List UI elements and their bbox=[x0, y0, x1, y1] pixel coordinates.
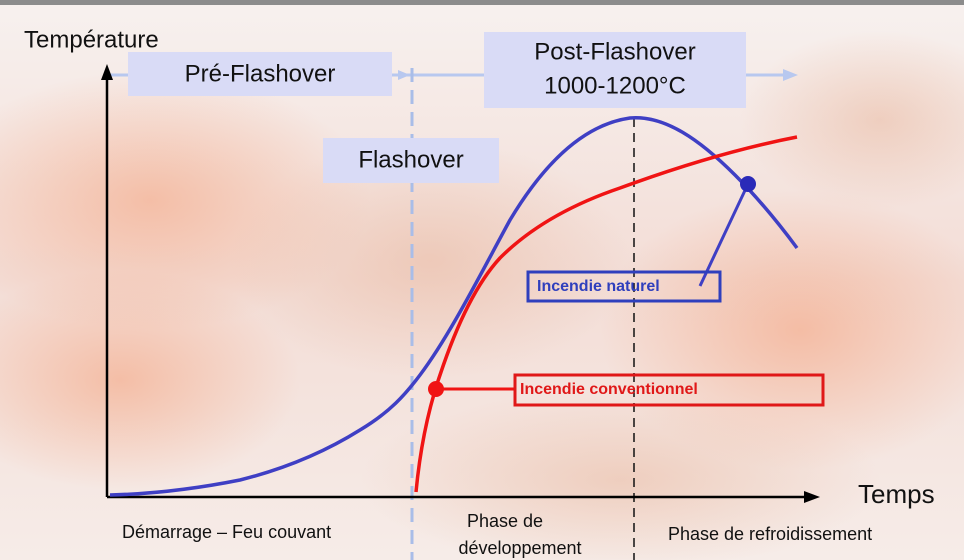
time-phase: Phase de bbox=[467, 511, 543, 531]
phase-label: Pré-Flashover bbox=[185, 60, 336, 87]
page: Pré-Flashover Post-Flashover 1000-1200°C… bbox=[0, 0, 964, 560]
diagram: Pré-Flashover Post-Flashover 1000-1200°C… bbox=[0, 0, 964, 560]
time-phase: Démarrage – Feu couvant bbox=[122, 522, 331, 542]
time-phase: développement bbox=[458, 538, 581, 558]
natural-dot bbox=[740, 176, 756, 192]
conventional-label: Incendie conventionnel bbox=[520, 381, 698, 398]
phase-label: Post-Flashover bbox=[534, 38, 695, 65]
conventional-dot bbox=[428, 381, 444, 397]
phase-label: 1000-1200°C bbox=[544, 72, 686, 99]
natural-label: Incendie naturel bbox=[537, 278, 660, 295]
phase-label: Flashover bbox=[358, 146, 463, 173]
time-phase: Phase de refroidissement bbox=[668, 524, 872, 544]
x-axis-label: Temps bbox=[858, 479, 935, 509]
y-axis-label: Température bbox=[24, 26, 159, 53]
